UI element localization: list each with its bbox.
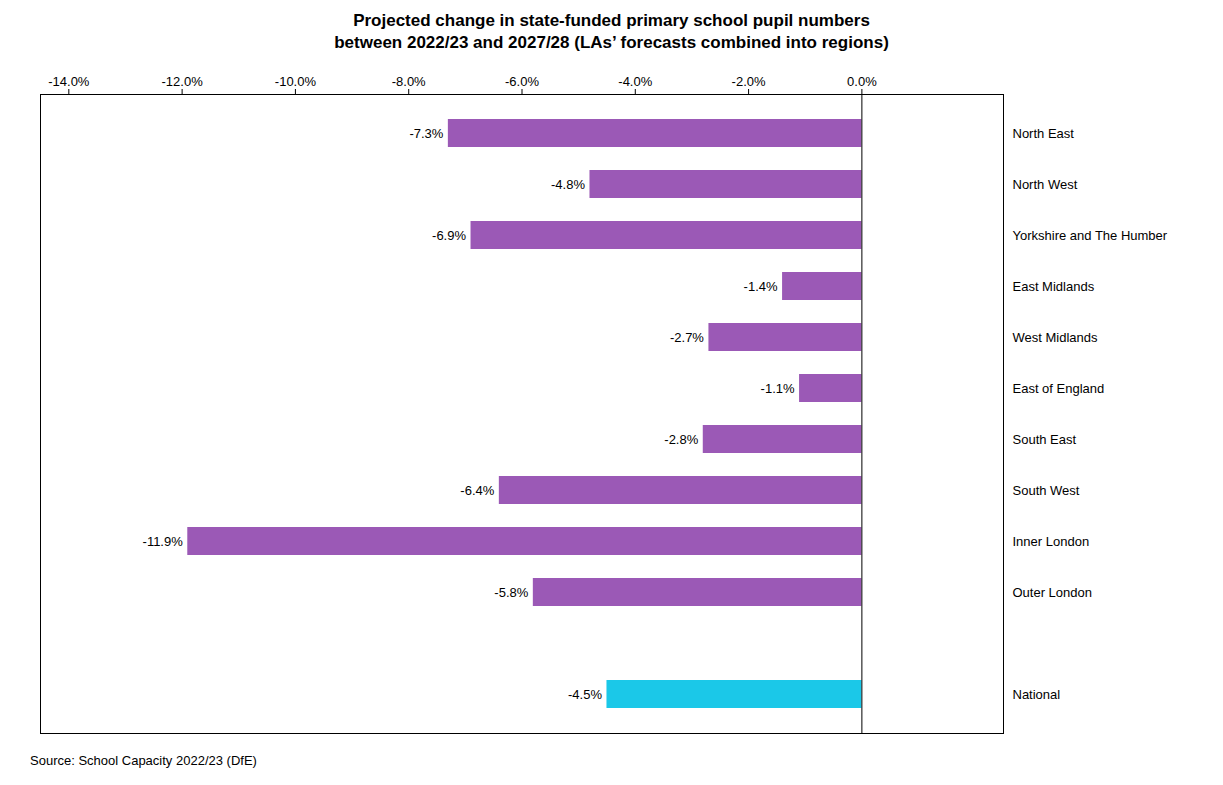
svg-text:-7.3%: -7.3% — [409, 126, 443, 141]
svg-text:National: National — [1013, 687, 1061, 702]
svg-text:-2.0%: -2.0% — [732, 74, 766, 89]
svg-text:0.0%: 0.0% — [847, 74, 877, 89]
svg-text:-6.9%: -6.9% — [432, 228, 466, 243]
svg-text:-1.1%: -1.1% — [761, 381, 795, 396]
svg-text:-12.0%: -12.0% — [162, 74, 204, 89]
html-text:Source: School Capacity 2022/2: Source: School Capacity 2022/23 (DfE) — [30, 753, 257, 769]
svg-text:-14.0%: -14.0% — [48, 74, 90, 89]
svg-text:-10.0%: -10.0% — [275, 74, 317, 89]
html-text:Projected change in state-fund: Projected change in state-funded primary… — [353, 11, 870, 30]
svg-text:Outer London: Outer London — [1013, 585, 1093, 600]
svg-text:-11.9%: -11.9% — [143, 534, 184, 549]
svg-text:East Midlands: East Midlands — [1013, 279, 1095, 294]
html-text:between 2022/23 and 2027/28 (L: between 2022/23 and 2027/28 (LAs’ foreca… — [334, 33, 889, 53]
svg-text:-2.8%: -2.8% — [664, 432, 698, 447]
svg-text:-5.8%: -5.8% — [494, 585, 528, 600]
svg-text:-6.0%: -6.0% — [505, 74, 539, 89]
svg-text:West Midlands: West Midlands — [1013, 330, 1099, 345]
svg-text:-4.0%: -4.0% — [618, 74, 652, 89]
svg-text:Inner London: Inner London — [1013, 534, 1090, 549]
svg-text:Yorkshire and The Humber: Yorkshire and The Humber — [1013, 228, 1168, 243]
svg-text:South East: South East — [1013, 432, 1077, 447]
svg-text:-6.4%: -6.4% — [460, 483, 494, 498]
svg-text:-8.0%: -8.0% — [392, 74, 426, 89]
svg-text:-4.5%: -4.5% — [568, 687, 602, 702]
svg-text:North West: North West — [1013, 177, 1078, 192]
svg-text:South West: South West — [1013, 483, 1080, 498]
svg-text:-2.7%: -2.7% — [670, 330, 704, 345]
svg-text:-1.4%: -1.4% — [744, 279, 778, 294]
svg-text:East of England: East of England — [1013, 381, 1105, 396]
svg-text:North East: North East — [1013, 126, 1075, 141]
svg-text:-4.8%: -4.8% — [551, 177, 585, 192]
